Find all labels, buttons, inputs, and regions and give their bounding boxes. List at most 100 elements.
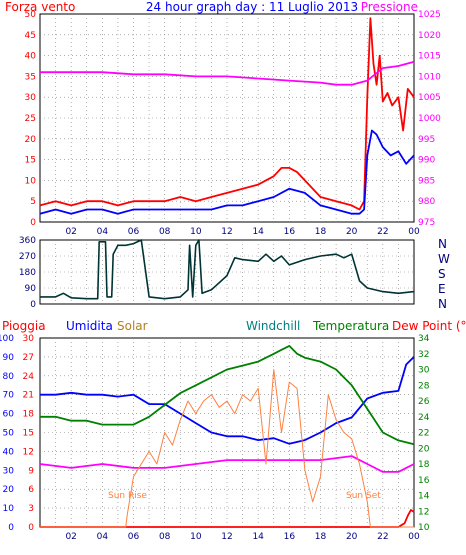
temperature-tick: 24 [418,413,430,423]
rain-tick: 21 [23,391,34,401]
temperature-tick: 22 [418,429,429,439]
pressure-tick: 1005 [418,93,441,103]
p3-x-tick: 08 [159,532,171,542]
pressure-tick: 990 [418,156,435,166]
gust-line [39,17,415,211]
p1-x-tick: 18 [315,227,327,237]
wind-speed-tick: 50 [25,10,37,20]
temperature-tick: 32 [418,350,429,360]
p3-x-tick: 02 [65,532,76,542]
direction-line [40,239,415,300]
compass-label: W [438,252,450,266]
sunrise-annotation: Sun Rise [108,491,147,501]
humidity-tick: 60 [3,410,15,420]
pressure-tick: 975 [418,218,435,228]
wind-speed-tick: 15 [25,156,36,166]
sunset-annotation: Sun Set [346,491,381,501]
p1-x-tick: 02 [65,227,76,237]
direction-tick: 270 [19,252,36,262]
rain-tick: 24 [23,372,35,382]
wind-speed-tick: 5 [30,197,36,207]
wind-speed-tick: 0 [30,218,36,228]
windchill-title: Windchill [246,319,300,333]
temperature-tick: 16 [418,476,430,486]
humidity-tick: 80 [3,372,15,382]
wind-speed-tick: 40 [25,52,37,62]
p1-x-tick: 20 [346,227,358,237]
p1-x-tick: 06 [128,227,140,237]
p3-x-tick: 20 [346,532,358,542]
humidity-tick: 0 [8,523,14,533]
compass-label: N [438,297,447,311]
humidity-tick: 30 [3,466,15,476]
wind-speed-tick: 10 [25,176,37,186]
p3-x-tick: 04 [97,532,109,542]
temperature-tick: 30 [418,366,430,376]
dewpoint-title: Dew Point (°C) [392,319,466,333]
temperature-tick: 34 [418,334,430,344]
chart-title: 24 hour graph day : 11 Luglio 2013 [146,0,358,14]
humidity-tick: 90 [3,353,15,363]
wind-speed-tick: 25 [25,114,36,124]
rain-title: Pioggia [2,319,46,333]
humidity-tick: 100 [0,334,14,344]
rain-tick: 3 [28,504,34,514]
temperature-tick: 18 [418,460,430,470]
humidity-line [40,356,415,445]
p1-x-tick: 22 [377,227,388,237]
wind-speed-tick: 20 [25,135,37,145]
pressure-line [40,60,415,86]
p3-x-tick: 16 [284,532,296,542]
humidity-tick: 70 [3,391,15,401]
pressure-tick: 985 [418,176,435,186]
p3-x-tick: 18 [315,532,327,542]
rain-humidity-temp-panel: 0102030405060708090100036912151821242730… [0,334,430,542]
pressure-tick: 1025 [418,10,441,20]
p3-x-tick: 00 [408,532,420,542]
pressure-tick: 1010 [418,72,441,82]
p3-x-tick: 06 [128,532,140,542]
p3-x-tick: 14 [252,532,264,542]
temperature-title: Temperatura [312,319,389,333]
direction-tick: 360 [19,236,36,246]
humidity-tick: 40 [3,447,15,457]
pressure-tick: 1015 [418,52,441,62]
p3-x-tick: 10 [190,532,202,542]
temperature-tick: 12 [418,507,429,517]
dewpoint-line [39,455,415,473]
p1-x-tick: 00 [408,227,420,237]
temperature-tick: 10 [418,523,430,533]
rain-tick: 15 [23,429,34,439]
rain-tick: 27 [23,353,34,363]
wind-speed-tick: 30 [25,93,37,103]
pressure-tick: 1020 [418,31,441,41]
humidity-tick: 10 [3,504,15,514]
temperature-tick: 26 [418,397,430,407]
left-axis-title: Forza vento [5,0,75,14]
p1-x-tick: 10 [190,227,202,237]
p1-x-tick: 16 [284,227,296,237]
rain-tick: 0 [28,523,34,533]
humidity-tick: 50 [3,429,15,439]
wind-pressure-panel: 0510152025303540455097598098599099510001… [25,10,442,237]
p3-x-tick: 12 [221,532,232,542]
p1-x-tick: 04 [97,227,109,237]
temperature-tick: 20 [418,444,430,454]
temperature-tick: 14 [418,492,430,502]
rain-tick: 12 [23,447,34,457]
pressure-tick: 995 [418,135,435,145]
wind-speed-tick: 35 [25,72,36,82]
p1-x-tick: 14 [252,227,264,237]
compass-label: E [438,282,446,296]
pressure-tick: 1000 [418,114,441,124]
direction-tick: 180 [19,268,36,278]
humidity-tick: 20 [3,485,15,495]
compass-label: N [438,237,447,251]
direction-tick: 0 [30,300,36,310]
solar-title: Solar [117,319,148,333]
right-axis-title: Pressione [361,0,418,14]
rain-line [40,509,415,528]
